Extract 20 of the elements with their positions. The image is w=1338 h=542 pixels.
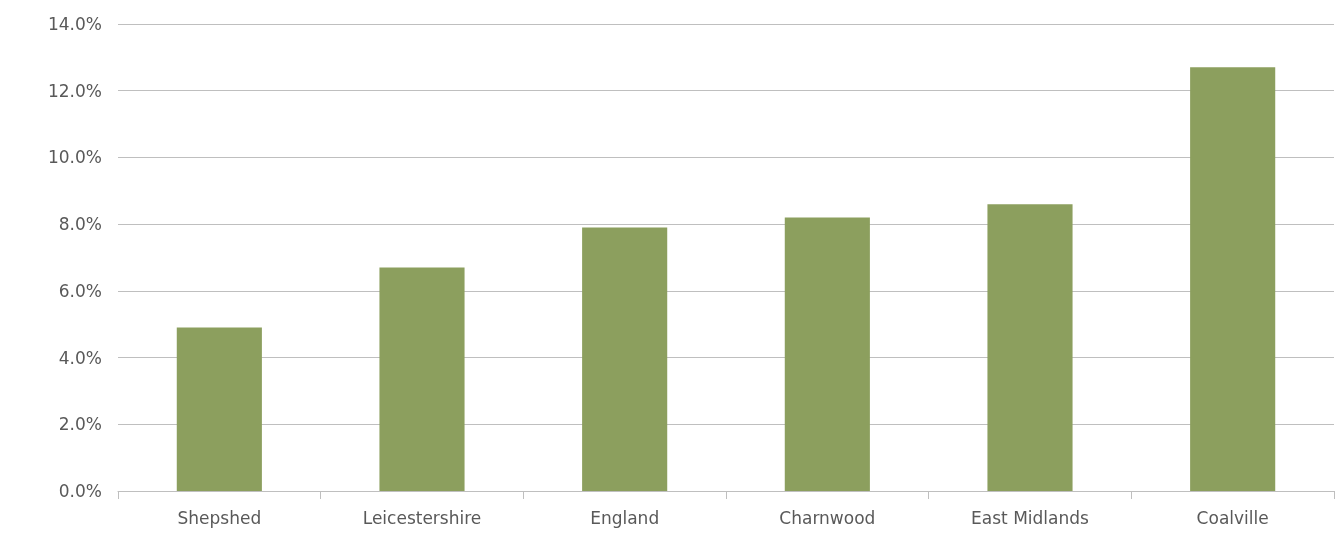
x-tick-label: East Midlands xyxy=(971,507,1090,528)
y-tick-label: 14.0% xyxy=(47,14,102,34)
bar xyxy=(176,327,262,491)
x-tick-label: Shepshed xyxy=(177,507,262,528)
x-tick-label: Charnwood xyxy=(779,507,876,528)
bar xyxy=(987,204,1073,491)
bar xyxy=(1190,67,1276,491)
y-tick-label: 10.0% xyxy=(47,147,102,168)
y-tick-label: 4.0% xyxy=(58,347,102,368)
bar xyxy=(784,217,870,491)
y-tick-label: 12.0% xyxy=(47,80,102,101)
x-tick-label: England xyxy=(590,507,660,528)
bar xyxy=(379,267,465,491)
y-tick-label: 0.0% xyxy=(58,481,102,501)
y-tick-label: 6.0% xyxy=(58,280,102,301)
x-tick-label: Coalville xyxy=(1196,507,1269,528)
bar xyxy=(582,227,668,491)
y-tick-label: 2.0% xyxy=(58,414,102,435)
x-tick-label: Leicestershire xyxy=(362,507,482,528)
y-tick-label: 8.0% xyxy=(58,214,102,235)
